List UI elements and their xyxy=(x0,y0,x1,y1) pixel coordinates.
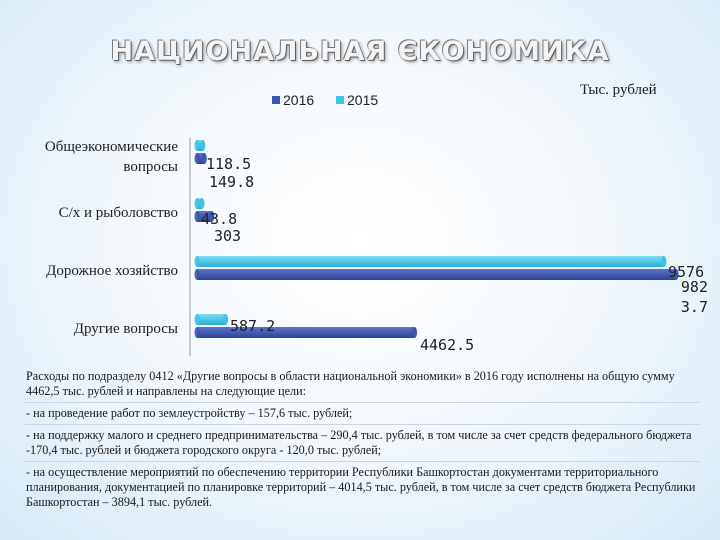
notes-intro: Расходы по подразделу 0412 «Другие вопро… xyxy=(26,369,675,398)
legend-swatch-2015 xyxy=(336,96,344,104)
notes-item: - на поддержку малого и среднего предпри… xyxy=(24,424,700,461)
category-label: Дорожное хозяйство xyxy=(46,263,178,279)
category-label: Общеэкономические вопросы xyxy=(45,139,178,175)
bar-chart: 2016 2015 Общеэкономические вопросы С/х и р… xyxy=(45,92,708,356)
bar-2016 xyxy=(194,269,679,280)
legend-label-2015: 2015 xyxy=(347,92,378,108)
bar-2016 xyxy=(194,153,207,164)
category-label: Другие вопросы xyxy=(74,321,178,337)
value-label-2016: 149.8 xyxy=(209,173,254,191)
chart-legend: 2016 2015 xyxy=(272,92,378,108)
bar-2015 xyxy=(194,198,205,209)
category-label: С/х и рыболовство xyxy=(59,205,178,221)
notes-item: - на осуществление мероприятий по обеспе… xyxy=(24,461,700,513)
slide-title: НАЦИОНАЛЬНАЯ ЄКОНОМИКА xyxy=(110,36,610,67)
chart-bars xyxy=(194,140,679,338)
bar-2016 xyxy=(194,327,418,338)
value-label-2016: 4462.5 xyxy=(420,336,474,354)
notes-block: Расходы по подразделу 0412 «Другие вопро… xyxy=(24,366,700,513)
value-label-2015: 118.5 xyxy=(206,155,251,173)
value-label-2016: 982 3.7 xyxy=(681,278,708,316)
legend-swatch-2016 xyxy=(272,96,280,104)
bar-2016 xyxy=(194,211,215,222)
value-label-2015: 9576 xyxy=(668,263,704,281)
value-label-2015: 587.2 xyxy=(230,317,275,335)
value-labels: 149.8 303 982 3.7 4462.5 118.5 43.8 9576 587.2 xyxy=(201,155,708,354)
bar-2015 xyxy=(194,140,206,151)
legend-label-2016: 2016 xyxy=(283,92,314,108)
unit-label: Тыс. рублей xyxy=(580,82,657,98)
category-labels: Общеэкономические вопросы С/х и рыболовств… xyxy=(45,139,178,337)
bar-2015 xyxy=(194,256,667,267)
value-label-2015: 43.8 xyxy=(201,210,237,228)
bar-2015 xyxy=(194,314,229,325)
value-label-2016: 303 xyxy=(214,227,241,245)
notes-item: - на проведение работ по землеустройству… xyxy=(24,402,700,424)
